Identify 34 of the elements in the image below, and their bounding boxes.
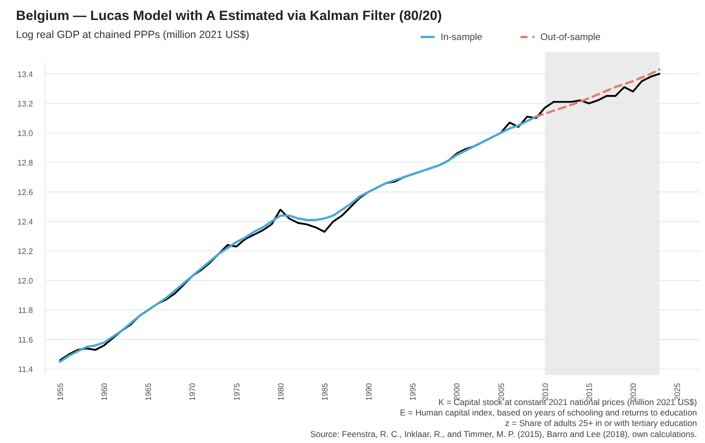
line-series [58,116,538,363]
y-tick-label: 13.2 [17,99,34,108]
y-tick-label: 12.6 [17,188,34,197]
x-tick-label: 1990 [364,382,374,401]
text: z = Share of adults 25+ in or with tertiary education [505,418,698,428]
x-tick-label: 2005 [496,382,506,401]
legend-label: Out-of-sample [540,32,601,43]
chart-subtitle: Log real GDP at chained PPPs (million 2021 US$) [16,29,250,41]
x-tick-label: 1975 [232,382,242,401]
x-tick-label: 1955 [56,382,65,401]
source-note: Source: Feenstra, R. C., Inklaar, R., and Timmer, M. P. (2015), Barro and Lee (2018), own calculations. [310,429,697,439]
y-tick-label: 12.4 [17,217,34,226]
x-tick-label: 2015 [584,382,594,401]
x-tick-label: 1980 [276,382,286,401]
y-tick-label: 11.6 [18,336,34,345]
line-series [534,68,661,118]
x-tick-label: 1970 [188,382,198,401]
y-tick-label: 12.8 [17,158,34,168]
x-tick-label: 1960 [100,382,110,401]
x-tick-label: 1965 [144,382,154,401]
y-tick-label: 11.8 [18,306,34,316]
text: E = Human capital index, based on years of schooling and returns to education [400,408,698,418]
y-tick-label: 12.2 [17,246,34,256]
x-tick-label: 1985 [320,382,330,401]
legend-label: In-sample [440,32,482,43]
y-tick-label: 13.4 [17,70,34,79]
x-tick-label: 2000 [452,382,462,401]
x-tick-label: 2010 [540,382,550,401]
y-tick-label: 12.0 [17,276,34,286]
x-tick-label: 1995 [408,382,418,401]
x-tick-label: 2025 [673,382,682,401]
y-tick-label: 13.0 [17,128,34,138]
y-tick-label: 11.4 [18,365,34,374]
chart-title: Belgium — Lucas Model with A Estimated via Kalman Filter (80/20) [16,8,442,23]
